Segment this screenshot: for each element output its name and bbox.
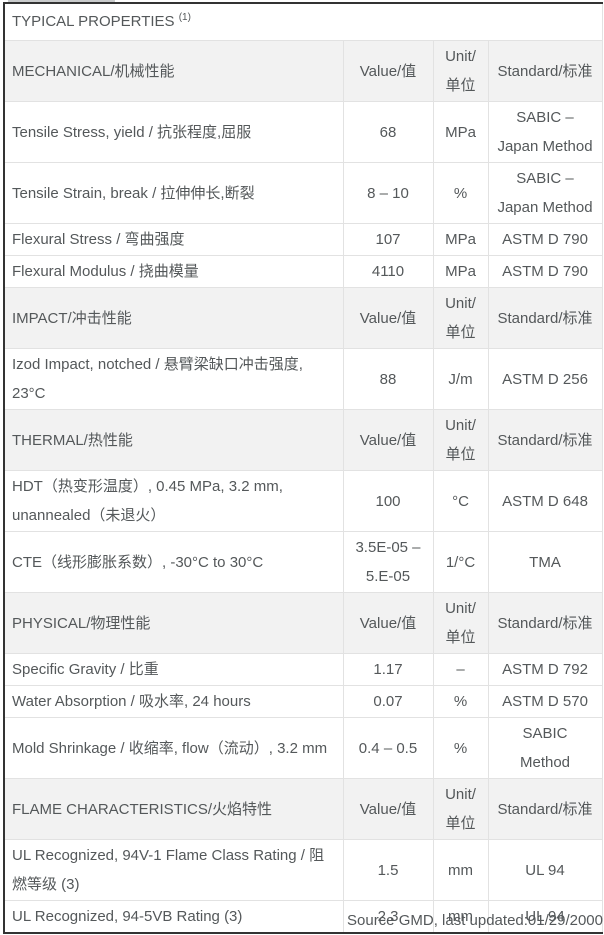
property-row: Tensile Strain, break / 拉伸伸长,断裂 8 – 10% SA… xyxy=(3,162,603,224)
value-cell: 0.07 xyxy=(342,685,434,718)
unit-cell: mm xyxy=(432,839,489,901)
property-row: HDT（热变形温度）, 0.45 MPa, 3.2 mm, unannealed… xyxy=(3,470,603,532)
property-cell: CTE（线形膨胀系数）, -30°C to 30°C xyxy=(3,531,344,593)
property-cell: Tensile Strain, break / 拉伸伸长,断裂 xyxy=(3,162,344,224)
value-cell: 88 xyxy=(342,348,434,410)
typical-properties-table: TYPICAL PROPERTIES (1) MECHANICAL/机械性能 Va… xyxy=(3,2,603,934)
standard-column-header: Standard/标准 xyxy=(487,778,603,840)
section-label-cell: FLAME CHARACTERISTICS/火焰特性 xyxy=(3,778,344,840)
property-cell: Tensile Stress, yield / 抗张程度,屈服 xyxy=(3,101,344,163)
value-cell: 2.3 xyxy=(342,900,434,934)
value-column-header: Value/值 xyxy=(342,778,434,840)
value-column-header: Value/值 xyxy=(342,287,434,349)
standard-column-header: Standard/标准 xyxy=(487,592,603,654)
standard-cell: UL 94 xyxy=(487,900,603,934)
page-edge-remnant xyxy=(8,0,115,2)
value-cell: 8 – 10 xyxy=(342,162,434,224)
property-cell: Flexural Modulus / 挠曲模量 xyxy=(3,255,344,288)
standard-cell: ASTM D 790 xyxy=(487,255,603,288)
unit-column-header: Unit/单位 xyxy=(432,287,489,349)
unit-cell: – xyxy=(432,653,489,686)
standard-cell: ASTM D 570 xyxy=(487,685,603,718)
unit-cell: % xyxy=(432,717,489,779)
property-cell: Water Absorption / 吸水率, 24 hours xyxy=(3,685,344,718)
standard-cell: SABIC – Japan Method xyxy=(487,162,603,224)
property-row: Water Absorption / 吸水率, 24 hours 0.07% AST… xyxy=(3,685,603,718)
standard-column-header: Standard/标准 xyxy=(487,287,603,349)
unit-column-header: Unit/单位 xyxy=(432,778,489,840)
standard-cell: TMA xyxy=(487,531,603,593)
property-cell: Mold Shrinkage / 收缩率, flow（流动）, 3.2 mm xyxy=(3,717,344,779)
standard-cell: ASTM D 792 xyxy=(487,653,603,686)
section-label-cell: PHYSICAL/物理性能 xyxy=(3,592,344,654)
unit-cell: % xyxy=(432,685,489,718)
value-column-header: Value/值 xyxy=(342,409,434,471)
property-cell: Specific Gravity / 比重 xyxy=(3,653,344,686)
unit-cell: J/m xyxy=(432,348,489,410)
section-header-row: IMPACT/冲击性能 Value/值 Unit/单位 Standard/标准 xyxy=(3,287,603,349)
value-cell: 4110 xyxy=(342,255,434,288)
property-row: Mold Shrinkage / 收缩率, flow（流动）, 3.2 mm 0.… xyxy=(3,717,603,779)
standard-cell: ASTM D 648 xyxy=(487,470,603,532)
section-label-cell: IMPACT/冲击性能 xyxy=(3,287,344,349)
value-cell: 68 xyxy=(342,101,434,163)
property-row: UL Recognized, 94V-1 Flame Class Rating … xyxy=(3,839,603,901)
table-title-footnote-marker: (1) xyxy=(178,12,191,23)
standard-cell: UL 94 xyxy=(487,839,603,901)
section-label-cell: MECHANICAL/机械性能 xyxy=(3,40,344,102)
property-cell: HDT（热变形温度）, 0.45 MPa, 3.2 mm, unannealed… xyxy=(3,470,344,532)
unit-cell: MPa xyxy=(432,101,489,163)
property-row: Flexural Stress / 弯曲强度 107 MPa ASTM D 790 xyxy=(3,223,603,256)
unit-cell: MPa xyxy=(432,255,489,288)
property-row: Tensile Stress, yield / 抗张程度,屈服 68 MPa SABI… xyxy=(3,101,603,163)
standard-column-header: Standard/标准 xyxy=(487,409,603,471)
unit-column-header: Unit/单位 xyxy=(432,40,489,102)
section-header-row: FLAME CHARACTERISTICS/火焰特性 Value/值 Unit/单位… xyxy=(3,778,603,840)
unit-cell: mm xyxy=(432,900,489,934)
source-note: Source GMD, last updated:01/29/2000 xyxy=(347,912,603,929)
value-cell: 1.17 xyxy=(342,653,434,686)
property-row: UL Recognized, 94-5VB Rating (3) 2.3 mm UL … xyxy=(3,900,603,934)
standard-cell: ASTM D 256 xyxy=(487,348,603,410)
value-column-header: Value/值 xyxy=(342,592,434,654)
property-row: Flexural Modulus / 挠曲模量 4110 MPa ASTM D 790 xyxy=(3,255,603,288)
property-cell: UL Recognized, 94-5VB Rating (3) xyxy=(3,900,344,934)
unit-column-header: Unit/单位 xyxy=(432,409,489,471)
section-header-row: MECHANICAL/机械性能 Value/值 Unit/单位 Standard/标准 xyxy=(3,40,603,102)
standard-column-header: Standard/标准 xyxy=(487,40,603,102)
section-header-row: PHYSICAL/物理性能 Value/值 Unit/单位 Standard/标准 xyxy=(3,592,603,654)
standard-cell: ASTM D 790 xyxy=(487,223,603,256)
property-row: CTE（线形膨胀系数）, -30°C to 30°C 3.5E-05 – 5.E-… xyxy=(3,531,603,593)
standard-cell: SABIC Method xyxy=(487,717,603,779)
section-header-row: THERMAL/热性能 Value/值 Unit/单位 Standard/标准 xyxy=(3,409,603,471)
standard-cell: SABIC – Japan Method xyxy=(487,101,603,163)
property-cell: Flexural Stress / 弯曲强度 xyxy=(3,223,344,256)
value-cell: 3.5E-05 – 5.E-05 xyxy=(342,531,434,593)
property-cell: Izod Impact, notched / 悬臂梁缺口冲击强度, 23°C xyxy=(3,348,344,410)
unit-cell: MPa xyxy=(432,223,489,256)
property-row: Izod Impact, notched / 悬臂梁缺口冲击强度, 23°C 88… xyxy=(3,348,603,410)
value-cell: 107 xyxy=(342,223,434,256)
section-label-cell: THERMAL/热性能 xyxy=(3,409,344,471)
table-title: TYPICAL PROPERTIES (1) xyxy=(4,2,603,41)
unit-cell: 1/°C xyxy=(432,531,489,593)
unit-cell: °C xyxy=(432,470,489,532)
unit-cell: % xyxy=(432,162,489,224)
property-row: Specific Gravity / 比重 1.17– ASTM D 792 xyxy=(3,653,603,686)
value-cell: 0.4 – 0.5 xyxy=(342,717,434,779)
property-cell: UL Recognized, 94V-1 Flame Class Rating … xyxy=(3,839,344,901)
value-cell: 1.5 xyxy=(342,839,434,901)
table-title-text: TYPICAL PROPERTIES xyxy=(12,13,175,30)
unit-column-header: Unit/单位 xyxy=(432,592,489,654)
table-title-row: TYPICAL PROPERTIES (1) xyxy=(4,2,603,41)
value-cell: 100 xyxy=(342,470,434,532)
value-column-header: Value/值 xyxy=(342,40,434,102)
